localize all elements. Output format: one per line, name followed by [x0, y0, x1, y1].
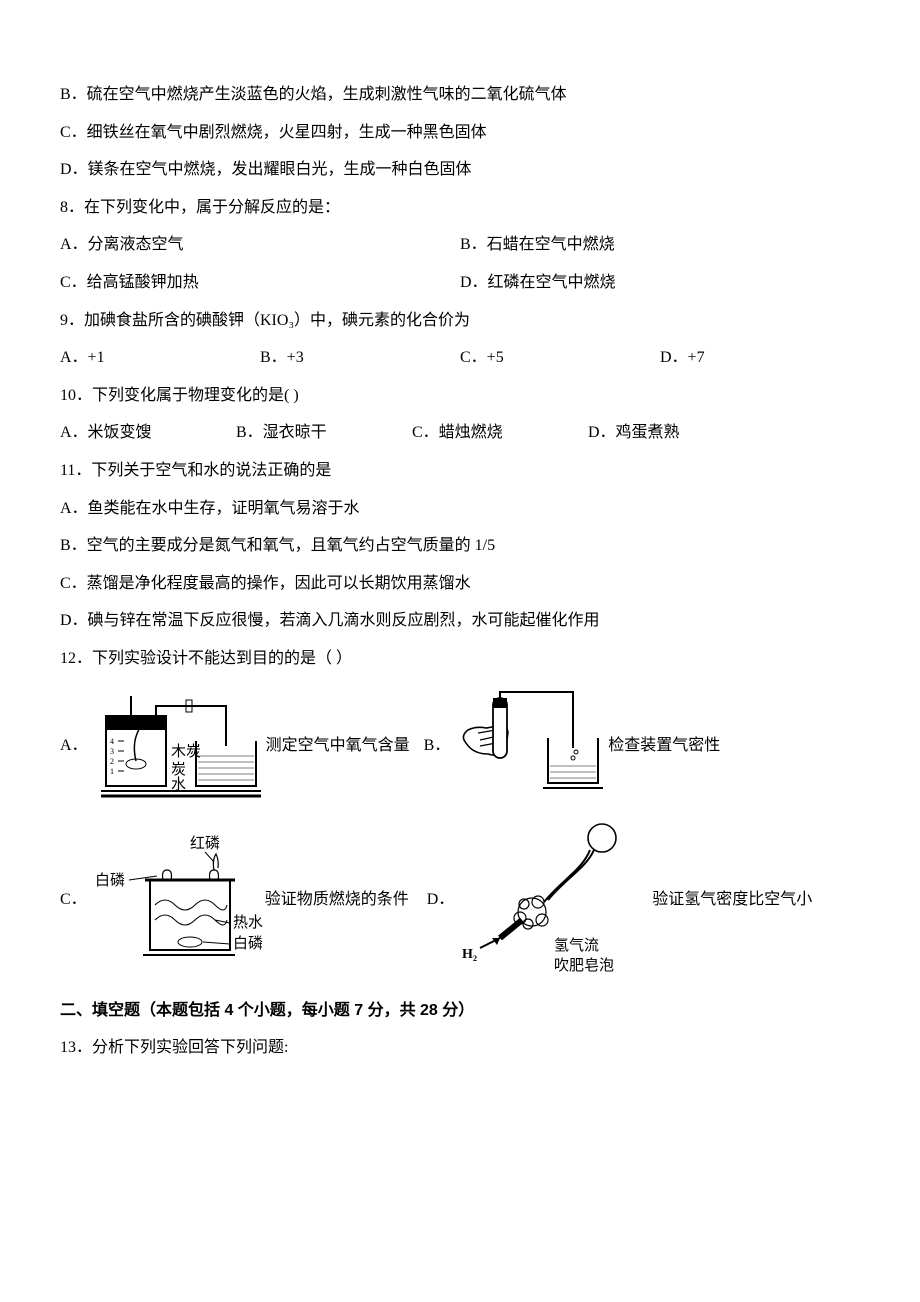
- q10-option-b: B．湿衣晾干: [236, 420, 412, 446]
- section-2-title: 二、填空题（本题包括 4 个小题，每小题 7 分，共 28 分）: [60, 998, 860, 1024]
- q12-figure-c: 白磷 红磷 热水 白磷: [95, 830, 265, 970]
- q12-figure-a: 4 3 2 1: [96, 686, 266, 806]
- figD-bubble: 吹肥皂泡: [554, 957, 614, 974]
- q9-option-d: D．+7: [660, 345, 860, 371]
- svg-text:3: 3: [110, 747, 114, 756]
- q8-option-a: A．分离液态空气: [60, 232, 460, 258]
- q12-b-prefix: B．: [424, 733, 451, 759]
- svg-text:炭: 炭: [171, 761, 186, 778]
- q9-option-a: A．+1: [60, 345, 260, 371]
- q12-d-label: 验证氢气密度比空气小: [652, 887, 812, 913]
- q7-option-c: C．细铁丝在氧气中剧烈燃烧，火星四射，生成一种黑色固体: [60, 120, 860, 146]
- q9-options: A．+1 B．+3 C．+5 D．+7: [60, 345, 860, 371]
- q7-option-d: D．镁条在空气中燃烧，发出耀眼白光，生成一种白色固体: [60, 157, 860, 183]
- q9-option-b: B．+3: [260, 345, 460, 371]
- figC-white-p-in: 白磷: [233, 935, 263, 952]
- figC-hot-water: 热水: [233, 914, 263, 931]
- q8-options-row-1: A．分离液态空气 B．石蜡在空气中燃烧: [60, 232, 860, 258]
- q11-option-b: B．空气的主要成分是氮气和氧气，且氧气约占空气质量的 1/5: [60, 533, 860, 559]
- q10-stem: 10．下列变化属于物理变化的是( ): [60, 383, 860, 409]
- figC-white-p-left: 白磷: [95, 872, 125, 889]
- q8-option-b: B．石蜡在空气中燃烧: [460, 232, 860, 258]
- figA-charcoal-label: 木炭: [171, 743, 201, 760]
- q12-b-label: 检查装置气密性: [608, 733, 720, 759]
- q12-figure-d: H₂ 氢气流 吹肥皂泡: [462, 820, 652, 980]
- q12-a-label: 测定空气中氧气含量: [266, 733, 410, 759]
- q12-stem: 12．下列实验设计不能达到目的的是（ ）: [60, 646, 860, 672]
- q8-option-d: D．红磷在空气中燃烧: [460, 270, 860, 296]
- q12-c-prefix: C．: [60, 887, 87, 913]
- svg-text:1: 1: [110, 767, 114, 776]
- q10-option-c: C．蜡烛燃烧: [412, 420, 588, 446]
- q10-options: A．米饭变馊 B．湿衣晾干 C．蜡烛燃烧 D．鸡蛋煮熟: [60, 420, 860, 446]
- q12-row-ab: A． 4 3 2 1: [60, 686, 860, 806]
- figD-flow: 氢气流: [554, 937, 599, 954]
- q11-stem: 11．下列关于空气和水的说法正确的是: [60, 458, 860, 484]
- figC-red-p: 红磷: [190, 835, 220, 852]
- figA-water-label: 水: [171, 776, 186, 793]
- q8-options-row-2: C．给高锰酸钾加热 D．红磷在空气中燃烧: [60, 270, 860, 296]
- svg-text:2: 2: [110, 757, 114, 766]
- q12-row-cd: C． 白磷 红磷 热水 白磷: [60, 820, 860, 980]
- q11-option-a: A．鱼类能在水中生存，证明氧气易溶于水: [60, 496, 860, 522]
- q12-c-label: 验证物质燃烧的条件: [265, 887, 409, 913]
- q8-stem: 8．在下列变化中，属于分解反应的是：: [60, 195, 860, 221]
- q12-figure-b: [458, 688, 608, 803]
- q13-stem: 13．分析下列实验回答下列问题:: [60, 1035, 860, 1061]
- q9-stem: 9．加碘食盐所含的碘酸钾（KIO₃）中，碘元素的化合价为: [60, 308, 860, 334]
- svg-text:4: 4: [110, 737, 114, 746]
- q8-option-c: C．给高锰酸钾加热: [60, 270, 460, 296]
- q12-a-prefix: A．: [60, 733, 88, 759]
- figD-h2: H₂: [462, 947, 477, 962]
- q10-option-d: D．鸡蛋煮熟: [588, 420, 764, 446]
- q10-option-a: A．米饭变馊: [60, 420, 236, 446]
- q9-option-c: C．+5: [460, 345, 660, 371]
- q11-option-c: C．蒸馏是净化程度最高的操作，因此可以长期饮用蒸馏水: [60, 571, 860, 597]
- q7-option-b: B．硫在空气中燃烧产生淡蓝色的火焰，生成刺激性气味的二氧化硫气体: [60, 82, 860, 108]
- q12-d-prefix: D．: [427, 887, 455, 913]
- q11-option-d: D．碘与锌在常温下反应很慢，若滴入几滴水则反应剧烈，水可能起催化作用: [60, 608, 860, 634]
